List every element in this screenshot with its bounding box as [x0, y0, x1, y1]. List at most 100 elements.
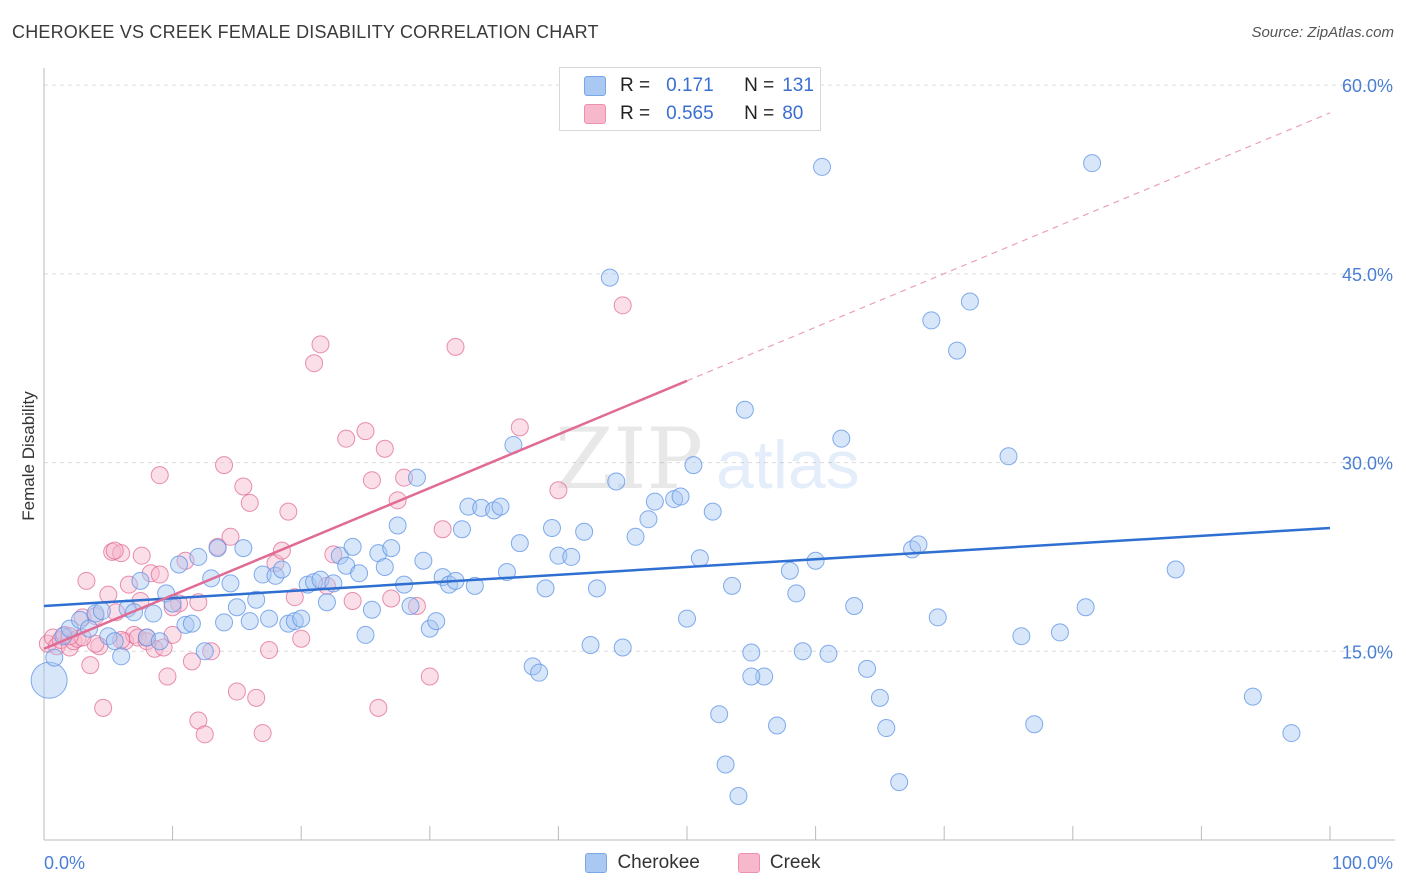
creek-point	[77, 571, 96, 590]
cherokee-point	[150, 632, 169, 651]
cherokee-point	[497, 563, 516, 582]
legend-n-label: N =	[744, 75, 775, 96]
cherokee-point	[600, 268, 619, 287]
series-legend: Cherokee Creek	[0, 852, 1406, 874]
y-tick-label-3: 60.0%	[1342, 76, 1393, 96]
cherokee-point	[890, 773, 909, 792]
cherokee-point	[105, 632, 124, 651]
cherokee-point	[581, 636, 600, 654]
cherokee-point	[813, 157, 832, 176]
cherokee-point	[182, 614, 201, 633]
cherokee-point	[928, 608, 947, 627]
cherokee-point	[234, 539, 253, 558]
cherokee-point	[587, 579, 606, 598]
cherokee-point	[1083, 154, 1102, 173]
creek-point	[150, 466, 169, 485]
cherokee-point	[613, 638, 632, 657]
cherokee-point	[195, 642, 214, 661]
cherokee-point	[1243, 687, 1262, 706]
creek-point	[549, 481, 568, 500]
cherokee-point	[189, 547, 208, 566]
cherokee-point	[362, 600, 381, 619]
cherokee-point	[536, 579, 555, 598]
creek-point	[433, 520, 452, 539]
creek-point	[279, 502, 298, 521]
cherokee-point	[253, 565, 272, 584]
creek-point	[407, 597, 426, 615]
creek-point	[240, 493, 259, 512]
watermark-atlas: atlas	[716, 427, 860, 503]
legend-swatch-creek	[584, 104, 606, 124]
creek-point	[81, 656, 100, 675]
cherokee-point	[375, 558, 394, 576]
cherokee-point	[45, 648, 64, 667]
y-tick-label-0: 15.0%	[1342, 642, 1393, 662]
cherokee-point	[729, 786, 748, 805]
legend-swatch-cherokee	[585, 853, 608, 873]
creek-point	[260, 641, 279, 660]
cherokee-point	[690, 549, 709, 568]
cherokee-point	[170, 555, 189, 574]
cherokee-point	[1166, 560, 1185, 579]
creek-point	[119, 575, 138, 594]
legend-item-cherokee[interactable]: Cherokee	[585, 852, 700, 874]
cherokee-point	[639, 510, 658, 529]
x-tick-label-0: 0.0%	[44, 853, 85, 873]
cherokee-point	[877, 719, 896, 738]
creek-point	[337, 429, 356, 448]
cherokee-point	[343, 537, 362, 556]
creek-trend-extension	[686, 112, 1331, 382]
cherokee-point	[388, 516, 407, 535]
creek-point	[182, 652, 201, 671]
creek-point	[311, 335, 330, 354]
cherokee-point	[401, 597, 420, 615]
creek-point	[382, 589, 401, 608]
chart-title: CHEROKEE VS CREEK FEMALE DISABILITY CORR…	[12, 22, 599, 42]
creek-trend-line	[43, 379, 688, 650]
legend-n-label: N =	[744, 103, 775, 124]
cherokee-point	[356, 625, 375, 644]
creek-point	[285, 588, 304, 607]
cherokee-point	[1076, 598, 1095, 617]
creek-point	[362, 471, 381, 490]
cherokee-point	[530, 663, 549, 682]
cherokee-point	[459, 497, 478, 516]
creek-point	[510, 418, 529, 437]
creek-point	[446, 337, 465, 356]
legend-r-label: R =	[620, 103, 651, 124]
cherokee-point	[742, 643, 761, 662]
legend-row-cherokee: R = 0.171 N = 131	[584, 73, 814, 99]
cherokee-point	[819, 644, 838, 663]
cherokee-point	[575, 522, 594, 541]
creek-point	[395, 468, 414, 487]
cherokee-point	[710, 705, 729, 724]
cherokee-point	[350, 564, 369, 583]
creek-point	[202, 642, 221, 661]
cherokee-point	[922, 311, 941, 330]
creek-point	[215, 456, 234, 475]
creek-point	[324, 545, 343, 564]
cherokee-point	[684, 456, 703, 475]
axes	[43, 68, 1395, 841]
creek-point	[94, 698, 113, 717]
cherokee-point	[452, 520, 471, 539]
cherokee-point	[549, 546, 568, 565]
legend-label-creek: Creek	[769, 852, 821, 873]
creek-point	[132, 546, 151, 565]
source-label: Source: ZipAtlas.com	[1251, 24, 1394, 41]
cherokee-point	[215, 613, 234, 632]
cherokee-point	[176, 615, 195, 634]
legend-row-creek: R = 0.565 N = 80	[584, 101, 803, 127]
creek-point	[356, 422, 375, 441]
creek-point	[195, 725, 214, 744]
cherokee-point	[382, 539, 401, 558]
cherokee-point	[845, 597, 864, 615]
cherokee-point	[112, 647, 131, 666]
x-tick-label-1: 100.0%	[1332, 853, 1393, 873]
cherokee-point	[678, 609, 696, 628]
creek-point	[305, 354, 324, 373]
legend-item-creek[interactable]: Creek	[737, 852, 821, 874]
legend-r-value: 0.565	[666, 103, 714, 124]
cherokee-point	[671, 487, 690, 506]
cherokee-point	[909, 535, 928, 554]
